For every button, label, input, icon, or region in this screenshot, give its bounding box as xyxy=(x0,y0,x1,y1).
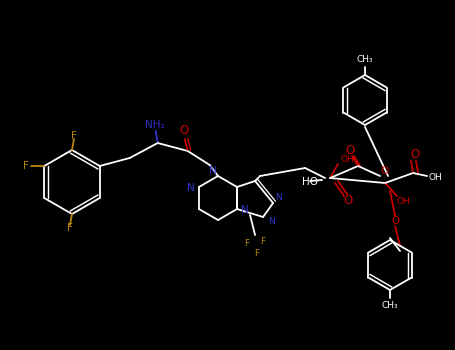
Text: F: F xyxy=(67,223,73,233)
Text: OH: OH xyxy=(396,196,410,205)
Text: OH: OH xyxy=(340,155,354,164)
Text: N: N xyxy=(241,205,249,215)
Text: HO: HO xyxy=(302,177,318,187)
Text: N: N xyxy=(209,166,217,176)
Text: F: F xyxy=(71,131,77,141)
Text: O: O xyxy=(344,194,353,206)
Text: N: N xyxy=(275,194,282,203)
Text: OH: OH xyxy=(428,174,442,182)
Text: F: F xyxy=(261,237,266,245)
Text: N: N xyxy=(187,183,195,193)
Text: O: O xyxy=(410,148,420,161)
Text: F: F xyxy=(254,248,260,258)
Text: CH₃: CH₃ xyxy=(382,301,398,309)
Text: O: O xyxy=(391,216,399,226)
Text: O: O xyxy=(179,125,188,138)
Text: F: F xyxy=(23,161,29,171)
Text: N: N xyxy=(268,217,274,226)
Text: O: O xyxy=(380,166,388,176)
Text: CH₃: CH₃ xyxy=(357,56,373,64)
Text: NH₂: NH₂ xyxy=(145,120,165,130)
Text: F: F xyxy=(244,238,250,247)
Text: O: O xyxy=(345,144,355,156)
